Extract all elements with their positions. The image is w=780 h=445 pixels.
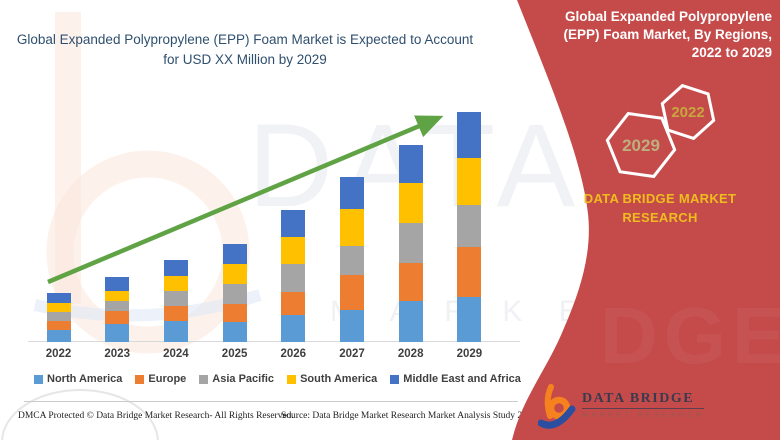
bar-segment: [105, 301, 130, 311]
x-tick-label: 2024: [163, 348, 189, 360]
x-tick-label: 2023: [104, 348, 130, 360]
x-tick-label: 2025: [221, 348, 248, 360]
bar-segment: [46, 303, 71, 312]
bar-segment: [398, 223, 423, 263]
stacked-bar-2022: [46, 293, 71, 342]
legend-swatch: [390, 374, 400, 384]
bar-segment: [46, 330, 71, 342]
stacked-bar-2026: [281, 210, 306, 342]
legend-swatch: [199, 374, 209, 384]
bar-segment: [281, 264, 306, 292]
bar-segment: [163, 291, 188, 306]
bar-segment: [46, 321, 71, 330]
stacked-bar-2028: [398, 145, 423, 342]
bar-segment: [398, 183, 423, 223]
legend-swatch: [287, 374, 297, 384]
legend-swatch: [135, 374, 145, 384]
logo-name: DATA BRIDGE: [582, 391, 705, 409]
legend-label: Asia Pacific: [212, 373, 275, 385]
bar-segment: [105, 291, 130, 301]
bar-segment: [105, 311, 130, 324]
stacked-bar-2024: [163, 260, 188, 342]
bar-segment: [163, 260, 188, 276]
bar-segment: [340, 310, 364, 342]
legend-label: Europe: [148, 373, 187, 385]
bar-segment: [398, 145, 423, 183]
footer-source-text: Source: Data Bridge Market Research Mark…: [281, 411, 537, 421]
databridge-b-icon: [538, 384, 576, 429]
bar-segment: [281, 315, 306, 342]
bar-segment: [457, 158, 482, 205]
legend-item: South America: [287, 373, 377, 385]
bar-segment: [457, 247, 482, 297]
legend-item: Asia Pacific: [199, 373, 274, 385]
bar-segment: [163, 276, 188, 291]
bar-segment: [340, 246, 364, 275]
stacked-bar-2023: [105, 277, 130, 342]
bar-segment: [281, 237, 306, 264]
x-tick-label: 2022: [45, 348, 72, 360]
legend-label: South America: [300, 373, 378, 385]
bar-segment: [281, 210, 306, 237]
x-tick-label: 2026: [280, 348, 307, 360]
bar-segment: [457, 112, 482, 158]
bar-segment: [222, 264, 247, 284]
bar-segment: [340, 209, 364, 246]
x-tick-label: 2027: [339, 348, 365, 360]
x-tick-label: 2028: [397, 348, 424, 360]
bar-segment: [46, 293, 71, 303]
bar-segment: [105, 324, 130, 342]
bar-segment: [398, 301, 423, 342]
legend-label: Middle East and Africa: [403, 373, 521, 385]
footer-divider: [24, 401, 518, 402]
bar-segment: [340, 177, 364, 209]
bar-segment: [457, 205, 482, 247]
legend-item: North America: [34, 373, 122, 385]
chart-title: Global Expanded Polypropylene (EPP) Foam…: [16, 32, 474, 67]
bar-segment: [105, 277, 130, 291]
bar-segment: [163, 306, 188, 321]
legend-item: Europe: [135, 373, 186, 385]
bar-segment: [222, 244, 247, 264]
logo-text-block: DATA BRIDGE MARKET RESEARCH: [582, 384, 705, 419]
databridge-logo: DATA BRIDGE MARKET RESEARCH: [538, 384, 705, 432]
bar-segment: [222, 284, 247, 304]
bar-segment: [398, 263, 423, 301]
legend-label: North America: [47, 373, 123, 385]
bar-segment: [46, 312, 71, 321]
legend-swatch: [34, 374, 43, 384]
logo-subtitle: MARKET RESEARCH: [582, 412, 705, 419]
bar-segment: [340, 275, 364, 310]
x-tick-label: 2029: [456, 348, 483, 360]
stacked-bar-2027: [340, 177, 364, 342]
stacked-bar-2029: [457, 112, 482, 342]
bar-segment: [281, 292, 306, 315]
bar-segment: [163, 321, 188, 342]
chart-legend: North America Europe Asia Pacific South Ame…: [34, 373, 521, 385]
bar-segment: [222, 304, 247, 322]
stacked-bar-2025: [222, 244, 247, 342]
bar-segment: [457, 297, 482, 342]
x-axis-line: [28, 341, 520, 342]
legend-item: Middle East and Africa: [390, 373, 521, 385]
bar-segment: [222, 322, 247, 342]
footer-dmca-text: DMCA Protected © Data Bridge Market Rese…: [18, 411, 294, 421]
